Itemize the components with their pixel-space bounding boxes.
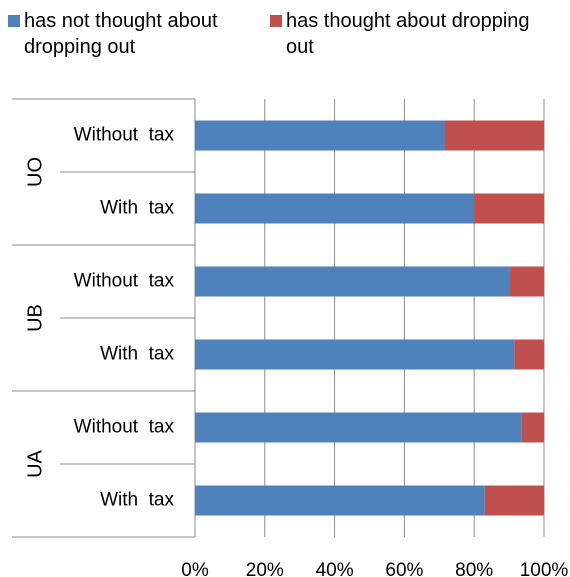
bar-category-label: Without tax xyxy=(74,271,175,292)
bar-segment-not-thought xyxy=(195,485,485,516)
legend-label: has thought about dropping out xyxy=(286,10,530,58)
bar-segment-thought xyxy=(484,485,544,516)
bar-category-label: Without tax xyxy=(74,417,175,438)
legend-swatch xyxy=(8,15,20,27)
bar-category-label: Without tax xyxy=(74,125,175,146)
group-label: UB xyxy=(24,304,46,332)
bar-category-label: With tax xyxy=(100,344,174,365)
legend-swatch xyxy=(270,15,282,27)
x-tick-label: 20% xyxy=(246,560,284,577)
bar-segment-thought xyxy=(444,120,544,151)
bar-segment-thought xyxy=(514,339,544,370)
group-label: UA xyxy=(24,449,46,477)
bar-segment-thought xyxy=(474,193,544,224)
bar-segment-not-thought xyxy=(195,193,475,224)
bar-segment-not-thought xyxy=(195,412,522,443)
legend-label: has not thought about dropping out xyxy=(24,10,218,58)
x-tick-label: 0% xyxy=(181,560,209,577)
x-tick-label: 40% xyxy=(316,560,354,577)
bar-segment-not-thought xyxy=(195,120,445,151)
x-tick-label: 80% xyxy=(455,560,493,577)
x-tick-label: 100% xyxy=(520,560,569,577)
bar-segment-not-thought xyxy=(195,339,515,370)
bar-segment-thought xyxy=(509,266,544,297)
bar-segment-thought xyxy=(521,412,544,443)
bar-category-label: With tax xyxy=(100,198,174,219)
group-label: UO xyxy=(24,157,46,187)
bar-category-label: With tax xyxy=(100,490,174,511)
bar-segment-not-thought xyxy=(195,266,510,297)
x-tick-label: 60% xyxy=(385,560,423,577)
